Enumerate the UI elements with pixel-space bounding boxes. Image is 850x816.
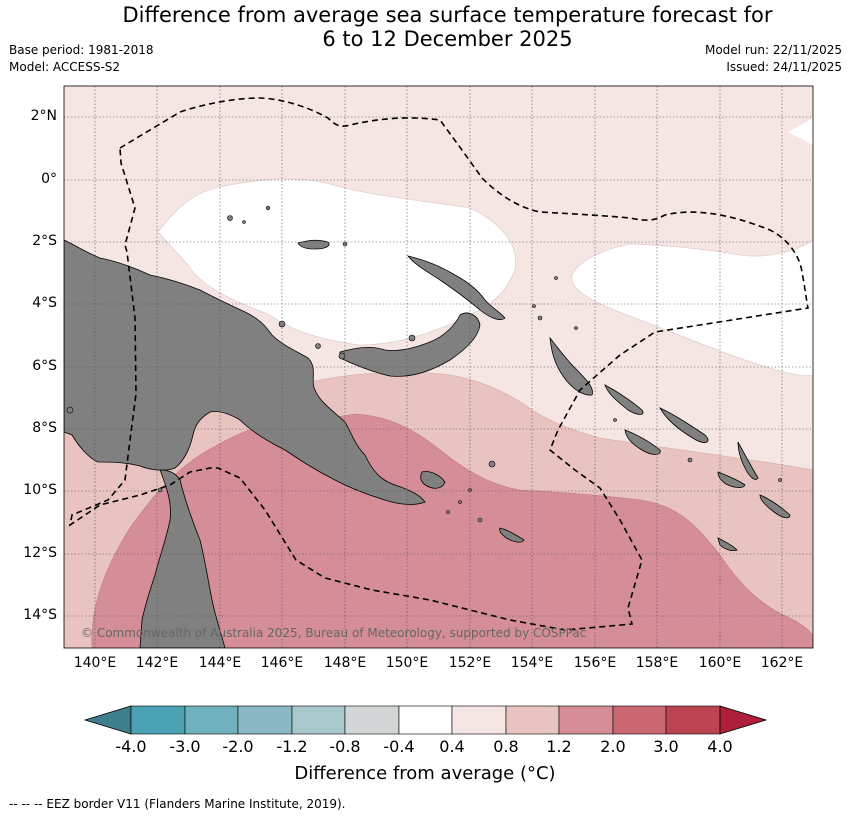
- lon-label: 142°E: [135, 655, 179, 671]
- colorbar: [83, 705, 768, 735]
- model-name: Model: ACCESS-S2: [9, 60, 121, 74]
- colorbar-tick-label: -3.0: [169, 737, 201, 756]
- lat-label: 2°S: [32, 233, 57, 249]
- colorbar-cell: [451, 705, 507, 735]
- colorbar-tick-label: 0.4: [439, 737, 465, 756]
- lon-label: 152°E: [448, 655, 492, 671]
- lat-label: 10°S: [23, 482, 57, 498]
- lat-label: 4°S: [32, 295, 57, 311]
- colorbar-tick-label: -2.0: [222, 737, 254, 756]
- lat-label: 0°: [41, 171, 57, 187]
- colorbar-cell: [558, 705, 614, 735]
- land-solomon-guadalcanal: [624, 429, 661, 455]
- title-line-1: Difference from average sea surface temp…: [122, 3, 773, 27]
- colorbar-title: Difference from average (°C): [294, 763, 556, 784]
- map-title: Difference from average sea surface temp…: [0, 3, 850, 51]
- colorbar-cell: [184, 705, 239, 735]
- lat-label: 8°S: [32, 420, 57, 436]
- model-run: Model run: 22/11/2025: [704, 43, 842, 57]
- colorbar-cell: [505, 705, 560, 735]
- land-new-britain: [339, 312, 481, 377]
- colorbar-tick-label: -4.0: [115, 737, 147, 756]
- lat-label: 14°S: [23, 607, 57, 623]
- meta-left: Base period: 1981-2018 Model: ACCESS-S2: [9, 42, 154, 76]
- colorbar-cell: [665, 705, 721, 735]
- land-vanuatu-north: [759, 494, 791, 519]
- lon-label: 140°E: [73, 655, 117, 671]
- colorbar-low-arrow: [83, 705, 132, 735]
- colorbar-cell: [398, 705, 453, 735]
- colorbar-tick-label: -1.2: [276, 737, 308, 756]
- land-new-guinea: [64, 239, 426, 505]
- lon-label: 156°E: [573, 655, 617, 671]
- base-period: Base period: 1981-2018: [9, 43, 154, 57]
- land-rossel: [717, 537, 738, 552]
- colorbar-high-arrow: [719, 705, 768, 735]
- colorbar-cell: [344, 705, 400, 735]
- colorbar-cell: [612, 705, 667, 735]
- lon-label: 144°E: [198, 655, 242, 671]
- eez-footnote: -- -- -- EEZ border V11 (Flanders Marine…: [9, 797, 346, 811]
- colorbar-tick-label: 0.8: [493, 737, 519, 756]
- colorbar-tick-label: 2.0: [600, 737, 626, 756]
- lon-label: 160°E: [698, 655, 742, 671]
- meta-right: Model run: 22/11/2025 Issued: 24/11/2025: [705, 42, 842, 76]
- copyright-notice: © Commonwealth of Australia 2025, Bureau…: [81, 626, 587, 640]
- eez-border: [68, 97, 809, 631]
- land-dentrecasteaux: [420, 471, 446, 489]
- land-new-ireland: [406, 255, 506, 320]
- land-bougainville: [549, 336, 593, 396]
- lon-label: 158°E: [635, 655, 679, 671]
- land-cape-york: [139, 469, 226, 648]
- title-line-2: 6 to 12 December 2025: [322, 27, 573, 51]
- lon-label: 162°E: [760, 655, 804, 671]
- land-solomon-malaita: [737, 441, 759, 480]
- issued-date: Issued: 24/11/2025: [726, 60, 842, 74]
- land-solomon-choiseul: [604, 384, 644, 415]
- colorbar-cell: [130, 705, 186, 735]
- colorbar-tick-label: 4.0: [707, 737, 733, 756]
- colorbar-tick-label: -0.4: [383, 737, 415, 756]
- lon-label: 148°E: [323, 655, 367, 671]
- land-louisiade: [499, 527, 525, 543]
- map-frame: [63, 85, 814, 649]
- lon-label: 146°E: [260, 655, 304, 671]
- colorbar-tick-label: 3.0: [653, 737, 679, 756]
- lon-label: 150°E: [385, 655, 429, 671]
- sst-neutral-east: [571, 239, 813, 376]
- graticule: [64, 86, 813, 648]
- lat-label: 2°N: [30, 108, 57, 124]
- colorbar-cell: [291, 705, 346, 735]
- land-solomon-isabel: [659, 407, 709, 443]
- sst-neutral-west: [157, 178, 517, 346]
- colorbar-tick-label: -0.8: [329, 737, 361, 756]
- lat-label: 12°S: [23, 545, 57, 561]
- land-manus: [297, 239, 330, 250]
- colorbar-cell: [237, 705, 293, 735]
- lat-label: 6°S: [32, 358, 57, 374]
- colorbar-tick-label: 1.2: [546, 737, 572, 756]
- lon-label: 154°E: [510, 655, 554, 671]
- sst-neutral-ne: [788, 118, 813, 145]
